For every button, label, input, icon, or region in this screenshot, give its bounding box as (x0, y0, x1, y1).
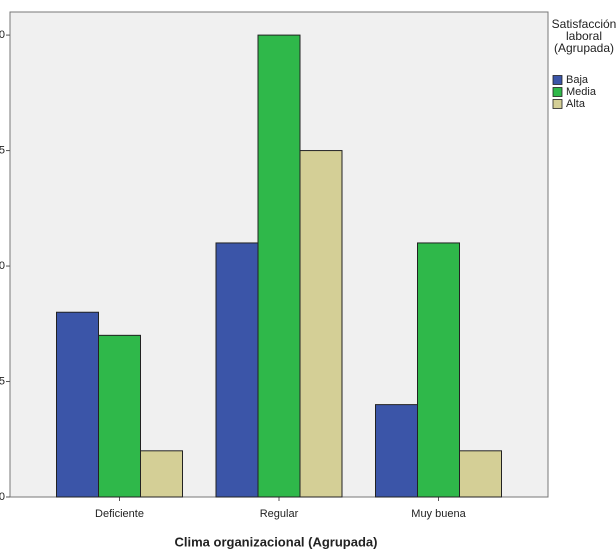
y-tick-label: 20 (0, 29, 5, 41)
legend-swatch (552, 87, 563, 97)
bar (215, 242, 259, 498)
bar (140, 450, 183, 498)
x-axis-title: Clima organizacional (Agrupada) (175, 534, 378, 549)
bar (417, 242, 460, 498)
bar (257, 34, 301, 498)
x-tick-label: Deficiente (95, 508, 144, 520)
x-tick-label: Regular (260, 508, 299, 520)
legend-swatch (552, 99, 563, 109)
bar (98, 334, 141, 498)
legend-label: Media (566, 86, 597, 98)
bar (459, 450, 502, 498)
y-tick-label: 15 (0, 144, 5, 156)
y-tick-label: 10 (0, 260, 5, 272)
x-tick-label: Muy buena (411, 508, 466, 520)
y-tick-label: 0 (0, 491, 5, 503)
bar (299, 150, 343, 498)
bar (375, 404, 418, 498)
legend-title: Satisfacción laboral (Agrupada) (551, 17, 616, 55)
y-tick-label: 5 (0, 375, 5, 387)
legend-label: Baja (566, 74, 589, 86)
legend-swatch (552, 75, 563, 85)
legend-label: Alta (566, 98, 586, 110)
bar (56, 311, 99, 498)
